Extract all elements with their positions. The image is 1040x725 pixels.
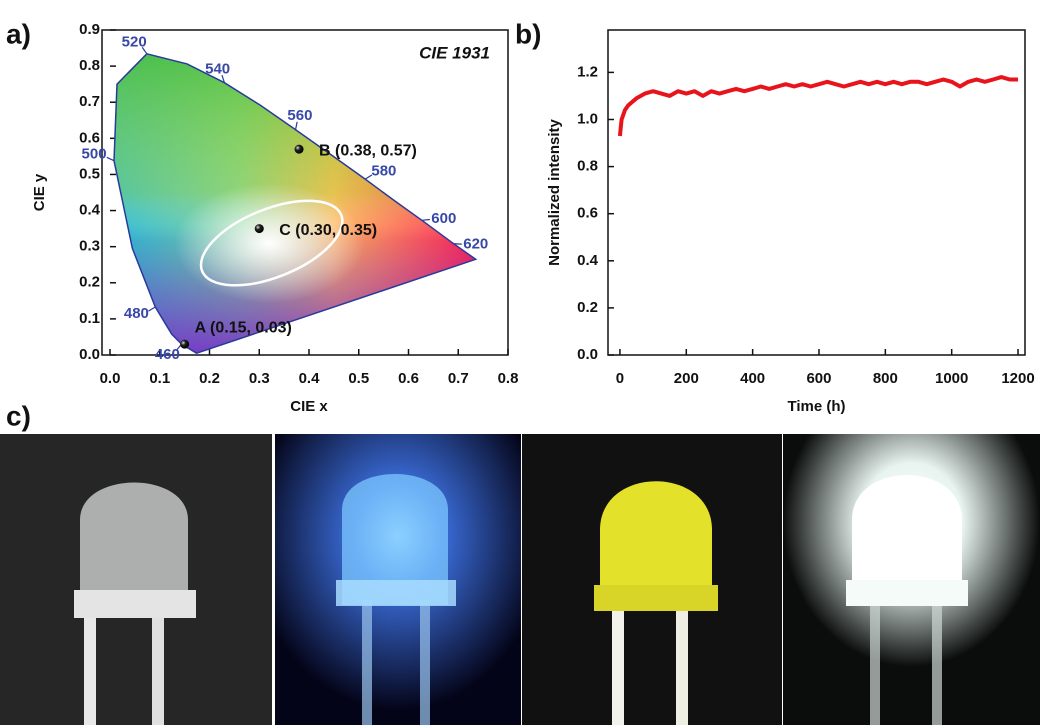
white-region [174, 183, 365, 304]
y-tick-label: 0.4 [79, 202, 101, 219]
led-dome [80, 482, 188, 612]
x-tick-label: 600 [806, 370, 831, 387]
led-leg [932, 600, 942, 725]
x-axis-title: CIE x [290, 398, 328, 415]
wavelength-label: 600 [431, 210, 456, 227]
led-rim [594, 585, 718, 611]
wavelength-label: 520 [122, 33, 147, 50]
y-tick-label: 1.2 [577, 63, 598, 80]
y-tick-label: 0.2 [79, 274, 100, 291]
led-leg [152, 600, 164, 725]
point-label: A (0.15, 0.03) [195, 319, 292, 336]
wavelength-label: 560 [287, 107, 312, 124]
led-leg [84, 600, 96, 725]
led-leg [420, 600, 430, 725]
y-tick-label: 0.8 [79, 57, 100, 74]
panel-label: c) [6, 400, 31, 431]
plot-frame [101, 29, 509, 356]
wavelength-label: 500 [82, 146, 107, 163]
y-tick-label: 0.6 [79, 129, 100, 146]
led-rim [336, 580, 456, 606]
x-tick-label: 0.1 [149, 370, 170, 387]
x-tick-label: 0.3 [249, 370, 270, 387]
y-tick-label: 0.6 [577, 205, 598, 222]
y-axis-title: CIE y [31, 173, 48, 211]
panel-label: b) [515, 18, 541, 49]
wavelength-tick [421, 218, 430, 221]
y-tick-label: 0.5 [79, 165, 100, 182]
point-label: B (0.38, 0.57) [319, 142, 417, 159]
data-line [617, 75, 1018, 137]
x-axis-title: Time (h) [787, 398, 845, 415]
wavelength-tick [294, 121, 298, 130]
y-tick-label: 1.0 [577, 110, 598, 127]
y-axis-title: Normalized intensity [546, 118, 563, 265]
led-leg [362, 600, 372, 725]
led-leg [870, 600, 880, 725]
y-tick-label: 0.4 [577, 252, 599, 269]
x-tick-label: 0.0 [100, 370, 121, 387]
y-tick-label: 0.0 [79, 346, 100, 363]
chromaticity-point [254, 224, 264, 234]
x-tick-label: 1000 [935, 370, 968, 387]
wavelength-label: 540 [205, 60, 230, 77]
led-rim [74, 590, 196, 618]
x-tick-label: 0.4 [299, 370, 321, 387]
led-leg [612, 600, 624, 725]
wavelength-tick [148, 306, 156, 312]
led-dome [342, 474, 448, 605]
x-tick-label: 400 [740, 370, 765, 387]
y-tick-label: 0.7 [79, 93, 100, 110]
y-tick-label: 0.3 [79, 238, 100, 255]
y-tick-label: 0.8 [577, 158, 598, 175]
wavelength-label: 620 [463, 235, 488, 252]
wavelength-tick [221, 74, 225, 83]
led-dome [600, 481, 712, 605]
led-leg [676, 600, 688, 725]
y-tick-label: 0.2 [577, 299, 598, 316]
wavelength-tick [141, 46, 148, 55]
wavelength-label: 460 [155, 346, 180, 363]
y-tick-label: 0.1 [79, 310, 100, 327]
led-photos [0, 434, 1040, 725]
white-ellipse [199, 199, 344, 287]
x-tick-label: 0.7 [448, 370, 469, 387]
wavelength-tick [106, 156, 115, 162]
wavelength-label: 580 [371, 163, 396, 180]
plot-frame [607, 29, 1026, 356]
wavelength-tick [364, 174, 373, 180]
led-dome [852, 475, 962, 600]
chromaticity-point [294, 144, 304, 154]
x-tick-label: 1200 [1001, 370, 1034, 387]
x-tick-label: 0.5 [348, 370, 369, 387]
panel-label: a) [6, 18, 31, 49]
wavelength-label: 480 [124, 305, 149, 322]
x-tick-label: 0 [616, 370, 624, 387]
chromaticity-fill [114, 53, 476, 354]
y-tick-label: 0.9 [79, 21, 100, 38]
x-tick-label: 0.6 [398, 370, 419, 387]
chromaticity-point [180, 339, 190, 349]
x-tick-label: 0.8 [498, 370, 519, 387]
x-tick-label: 200 [674, 370, 699, 387]
led-rim [846, 580, 968, 606]
chart-title: CIE 1931 [419, 43, 490, 62]
x-tick-label: 800 [873, 370, 898, 387]
x-tick-label: 0.2 [199, 370, 220, 387]
point-label: C (0.30, 0.35) [279, 222, 377, 239]
y-tick-label: 0.0 [577, 346, 598, 363]
